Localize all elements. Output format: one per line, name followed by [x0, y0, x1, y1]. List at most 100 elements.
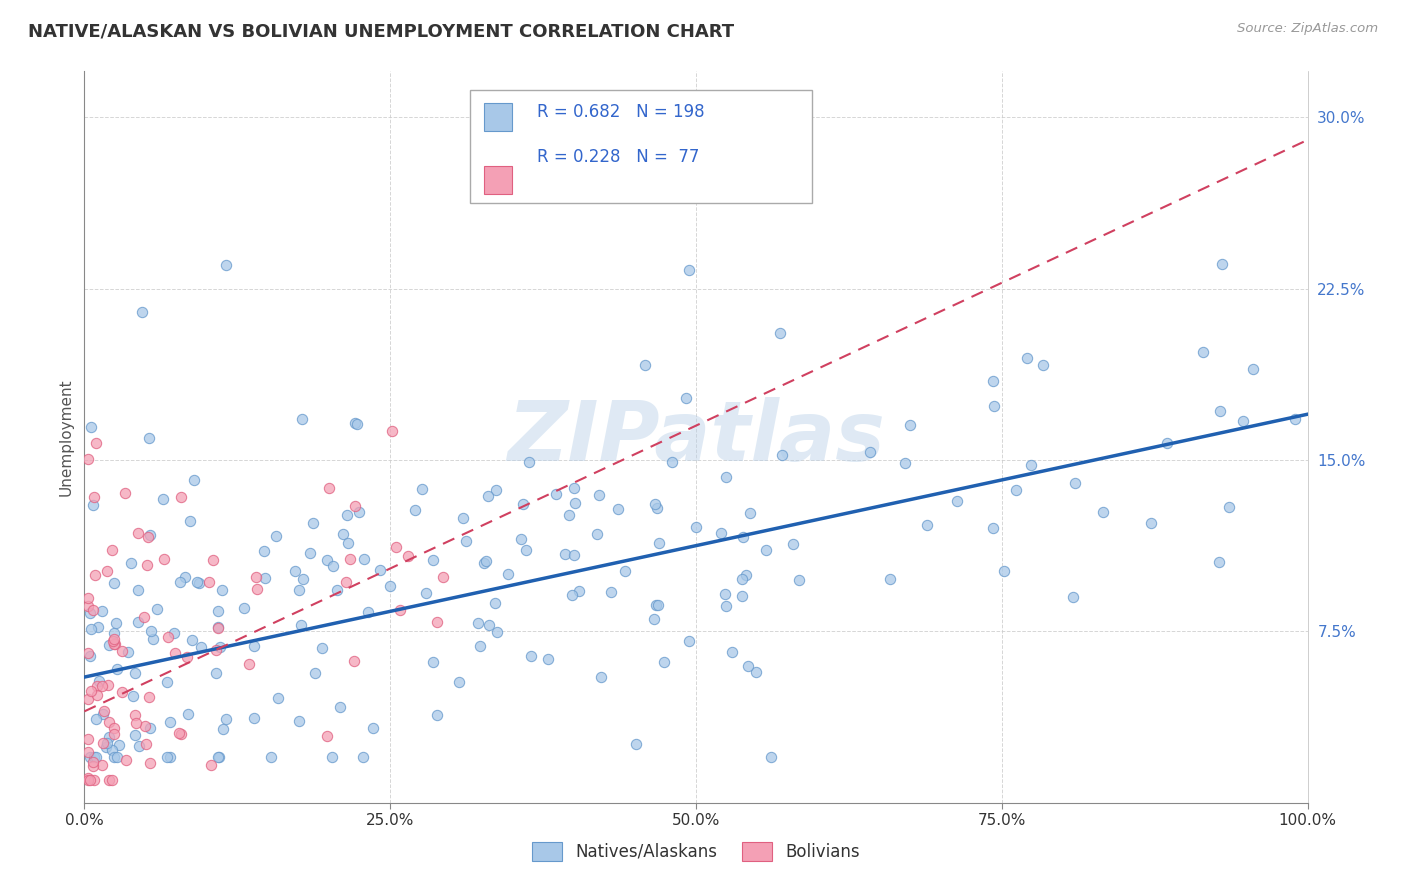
Point [138, 431, 160, 445]
Point [105, 662, 128, 676]
Point [782, 537, 804, 551]
Point [141, 624, 163, 639]
Point [315, 729, 337, 743]
Point [84, 712, 107, 726]
Point [316, 552, 339, 566]
Point [326, 583, 349, 598]
Point [378, 579, 401, 593]
Point [447, 675, 470, 690]
Point [517, 455, 540, 469]
Point [652, 655, 675, 669]
Point [512, 497, 534, 511]
Point [159, 714, 181, 729]
Point [368, 563, 391, 577]
Point [177, 707, 200, 722]
Point [879, 572, 901, 586]
Point [709, 525, 731, 540]
Point [246, 582, 269, 596]
Point [346, 417, 368, 432]
Point [714, 470, 737, 484]
Point [156, 674, 179, 689]
Point [720, 645, 742, 659]
Point [173, 570, 195, 584]
Point [127, 583, 149, 598]
Legend: Natives/Alaskans, Bolivians: Natives/Alaskans, Bolivians [526, 835, 866, 868]
Text: R = 0.682   N = 198: R = 0.682 N = 198 [537, 103, 704, 120]
Point [211, 583, 233, 598]
Point [544, 486, 567, 500]
Point [515, 543, 537, 558]
Point [124, 666, 146, 681]
Point [98, 730, 121, 744]
Point [600, 585, 623, 599]
Point [124, 708, 146, 723]
Point [260, 750, 283, 764]
Point [103, 727, 125, 741]
Point [134, 719, 156, 733]
Point [97, 678, 120, 692]
Point [91, 736, 114, 750]
Point [77, 731, 100, 746]
Point [498, 567, 520, 582]
Point [352, 750, 374, 764]
Point [292, 572, 315, 586]
Point [104, 638, 127, 652]
Point [200, 757, 222, 772]
Point [103, 632, 125, 647]
Point [232, 600, 254, 615]
Point [77, 591, 100, 605]
Point [190, 640, 212, 654]
Point [981, 375, 1004, 389]
Point [589, 670, 612, 684]
Point [138, 722, 160, 736]
Point [205, 665, 228, 680]
Point [396, 549, 419, 563]
Point [1156, 435, 1178, 450]
Point [132, 610, 155, 624]
Point [478, 618, 501, 632]
Point [114, 486, 136, 500]
Point [139, 528, 162, 542]
Point [208, 640, 231, 654]
Point [404, 502, 426, 516]
Point [96, 564, 118, 578]
Point [179, 515, 201, 529]
Point [318, 481, 340, 495]
Point [124, 728, 146, 742]
Point [98, 638, 121, 652]
Point [80, 420, 103, 434]
Point [84, 567, 107, 582]
Point [79, 606, 101, 620]
Point [117, 645, 139, 659]
Point [108, 738, 131, 752]
Point [138, 530, 160, 544]
Point [127, 615, 149, 630]
Point [564, 548, 586, 562]
Point [238, 657, 260, 672]
Point [484, 596, 506, 610]
Point [86, 679, 108, 693]
Point [562, 481, 585, 495]
Point [77, 452, 100, 467]
Point [198, 574, 221, 589]
Point [647, 536, 669, 550]
Point [264, 529, 287, 543]
Point [90, 679, 112, 693]
Point [103, 721, 125, 735]
Point [714, 599, 737, 613]
Point [983, 399, 1005, 413]
Point [983, 521, 1005, 535]
Point [561, 589, 583, 603]
Point [170, 490, 193, 504]
Point [90, 758, 112, 772]
Point [426, 615, 449, 629]
Point [647, 599, 669, 613]
Point [302, 516, 325, 530]
Point [77, 771, 100, 785]
Point [472, 556, 495, 570]
FancyBboxPatch shape [470, 90, 813, 203]
Point [1015, 351, 1038, 365]
Point [1211, 257, 1233, 271]
Point [138, 690, 160, 704]
Point [486, 624, 509, 639]
